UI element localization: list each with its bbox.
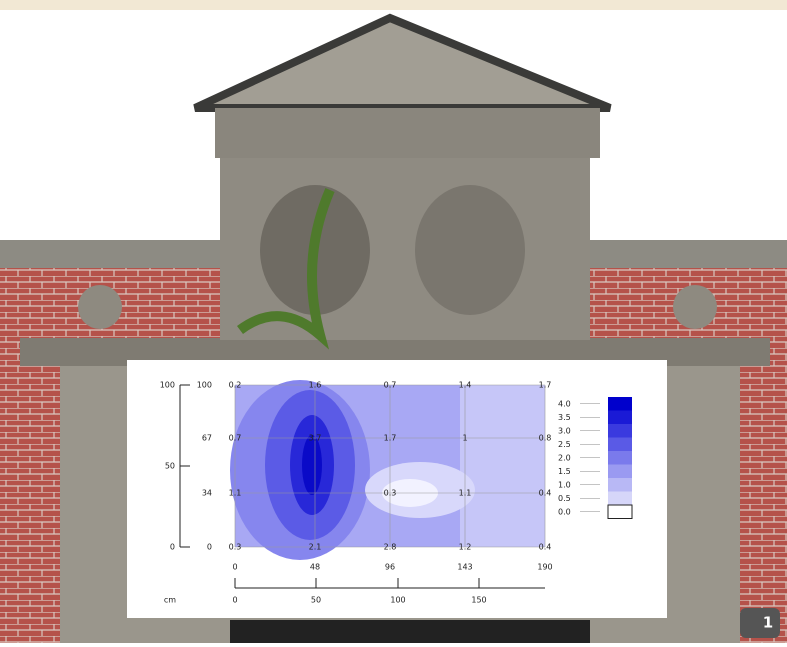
legend-swatch [608,397,632,411]
grid-value: 1.1 [229,489,242,498]
column-label: 143 [457,563,472,572]
legend-swatch [608,451,632,465]
grid-value: 0.2 [229,381,242,390]
legend-label: 1.0 [558,480,571,489]
legend-label: 3.0 [558,426,571,435]
legend-label: 0.0 [558,507,571,516]
grid-value: 1.7 [384,434,397,443]
stone-ball [673,285,717,329]
legend-swatch [608,424,632,438]
legend-label: 3.5 [558,413,571,422]
legend-label: 2.0 [558,453,571,462]
grid-value: 1.4 [459,381,472,390]
grid-value: 2.8 [384,543,397,552]
row-label: 34 [202,489,212,498]
legend-swatch [608,410,632,424]
row-label: 100 [197,381,212,390]
legend-swatch [608,491,632,505]
legend-label: 4.0 [558,399,571,408]
scale-label: 100 [160,381,175,390]
legend-swatch [608,464,632,478]
ivy [237,188,335,350]
legend-label: 0.5 [558,494,571,503]
grid-value: 0.3 [384,489,397,498]
legend-label: 2.5 [558,440,571,449]
grid-value: 2.1 [309,543,322,552]
legend-swatch [608,478,632,492]
grid-value: 0.8 [539,434,552,443]
scale-label: 0 [232,596,237,605]
contour-map [230,380,545,560]
scale-label: 0 [170,543,175,552]
badge-bg [740,608,780,638]
column-label: 96 [385,563,395,572]
grid-value: 0.4 [539,489,552,498]
column-label: 48 [310,563,320,572]
scale-label: 100 [390,596,405,605]
grid-value: 0.7 [384,381,397,390]
grid-value: 0.7 [229,434,242,443]
scale-label: 50 [165,462,175,471]
scale-unit: cm [164,596,176,605]
badge: 1 [763,614,773,632]
row-label: 67 [202,434,212,443]
grid-value: 1.7 [539,381,552,390]
contour-band [302,435,322,495]
grid-value: 1.2 [459,543,472,552]
legend-label: 1.5 [558,467,571,476]
contour-band [460,385,545,547]
stone-ball [78,285,122,329]
grid-value: 0.3 [229,543,242,552]
grid-value: 0.4 [539,543,552,552]
grid-value: 1 [462,434,467,443]
top-bar [0,0,787,10]
inset-labels: 0.2 1.6 0.7 1.4 1.7 0.7 3.7 1.7 1 0.8 1.1 0.3 1.1 0.4… [160,381,633,605]
scale-label: 50 [311,596,321,605]
scale-label: 150 [471,596,486,605]
gate-opening [230,620,590,643]
coat-of-arms-right [415,185,525,315]
legend-swatch [607,504,633,519]
entablature [215,108,600,158]
grid-value: 3.7 [309,434,322,443]
column-label: 0 [232,563,237,572]
grid-value: 1.1 [459,489,472,498]
grid-value: 1.6 [309,381,322,390]
column-label: 190 [537,563,552,572]
legend-swatch [608,437,632,451]
row-label: 0 [207,543,212,552]
